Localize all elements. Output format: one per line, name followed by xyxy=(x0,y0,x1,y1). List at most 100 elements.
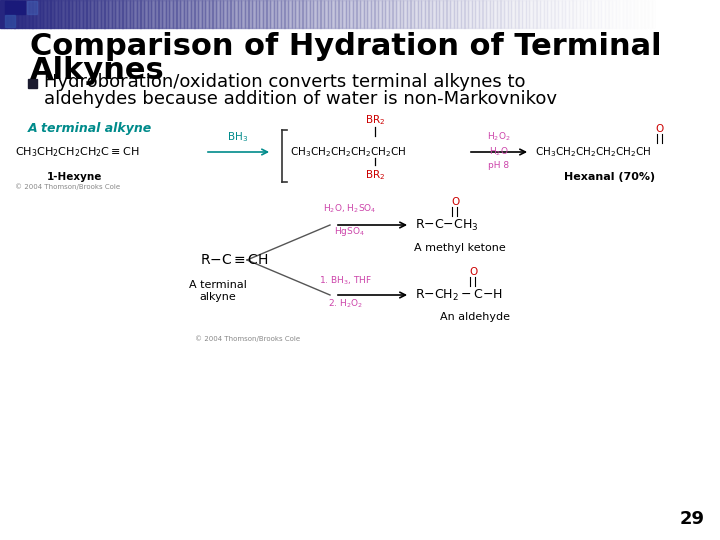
Bar xyxy=(562,0,565,28)
Bar xyxy=(680,0,684,28)
Text: CH$_3$CH$_2$CH$_2$CH$_2$C$\equiv$CH: CH$_3$CH$_2$CH$_2$CH$_2$C$\equiv$CH xyxy=(15,145,140,159)
Bar xyxy=(169,0,173,28)
Bar xyxy=(248,0,252,28)
Bar xyxy=(313,0,317,28)
Bar xyxy=(133,0,137,28)
Text: BR$_2$: BR$_2$ xyxy=(365,168,385,182)
Bar xyxy=(540,0,544,28)
Bar xyxy=(27,1,37,14)
Bar xyxy=(576,0,580,28)
Bar xyxy=(558,0,562,28)
Bar xyxy=(637,0,641,28)
Bar xyxy=(698,0,702,28)
Text: A terminal alkyne: A terminal alkyne xyxy=(28,122,152,135)
Text: H$_2$O: H$_2$O xyxy=(489,146,509,158)
Bar xyxy=(457,0,461,28)
Bar xyxy=(43,0,47,28)
Bar xyxy=(385,0,389,28)
Text: An aldehyde: An aldehyde xyxy=(440,312,510,322)
Bar xyxy=(378,0,382,28)
Bar xyxy=(36,0,40,28)
Bar xyxy=(518,0,522,28)
Bar xyxy=(263,0,266,28)
Bar xyxy=(104,0,108,28)
Bar xyxy=(270,0,274,28)
Bar xyxy=(389,0,392,28)
Bar xyxy=(659,0,662,28)
Bar xyxy=(623,0,626,28)
Bar xyxy=(446,0,450,28)
Bar xyxy=(374,0,378,28)
Bar xyxy=(396,0,400,28)
Bar xyxy=(137,0,140,28)
Bar xyxy=(356,0,360,28)
Bar xyxy=(335,0,338,28)
Bar xyxy=(418,0,421,28)
Bar xyxy=(648,0,652,28)
Bar xyxy=(266,0,270,28)
Bar xyxy=(108,0,112,28)
Bar xyxy=(328,0,331,28)
Bar xyxy=(670,0,673,28)
Bar xyxy=(421,0,425,28)
Bar xyxy=(554,0,558,28)
Bar xyxy=(508,0,511,28)
Bar xyxy=(713,0,716,28)
Text: © 2004 Thomson/Brooks Cole: © 2004 Thomson/Brooks Cole xyxy=(15,183,120,190)
Bar xyxy=(443,0,446,28)
Bar xyxy=(716,0,720,28)
Bar xyxy=(605,0,608,28)
Bar xyxy=(353,0,356,28)
Bar xyxy=(310,0,313,28)
Bar xyxy=(230,0,234,28)
Bar xyxy=(259,0,263,28)
Bar xyxy=(619,0,623,28)
Bar xyxy=(598,0,601,28)
Bar xyxy=(346,0,349,28)
Text: 1-Hexyne: 1-Hexyne xyxy=(48,172,103,182)
Text: 2. H$_2$O$_2$: 2. H$_2$O$_2$ xyxy=(328,297,364,309)
Bar xyxy=(317,0,320,28)
Bar xyxy=(119,0,122,28)
Bar xyxy=(436,0,439,28)
Bar xyxy=(482,0,486,28)
Bar xyxy=(223,0,227,28)
Bar xyxy=(238,0,241,28)
Bar xyxy=(281,0,284,28)
Bar xyxy=(673,0,677,28)
Bar xyxy=(162,0,166,28)
Bar xyxy=(601,0,605,28)
Text: H$_2$O, H$_2$SO$_4$: H$_2$O, H$_2$SO$_4$ xyxy=(323,202,377,215)
Bar xyxy=(565,0,569,28)
Bar xyxy=(220,0,223,28)
Bar xyxy=(58,0,61,28)
Bar xyxy=(479,0,482,28)
Bar xyxy=(32,0,36,28)
Bar xyxy=(79,0,83,28)
Bar xyxy=(86,0,90,28)
Bar xyxy=(590,0,594,28)
Text: HgSO$_4$: HgSO$_4$ xyxy=(335,225,366,238)
Bar xyxy=(522,0,526,28)
Bar xyxy=(28,79,37,88)
Text: R$-$C$-$CH$_3$: R$-$C$-$CH$_3$ xyxy=(415,218,479,233)
Bar xyxy=(252,0,256,28)
Bar xyxy=(655,0,659,28)
Bar xyxy=(4,0,7,28)
Bar xyxy=(360,0,364,28)
Bar xyxy=(76,0,79,28)
Text: Hydroboration/oxidation converts terminal alkynes to: Hydroboration/oxidation converts termina… xyxy=(44,73,526,91)
Bar xyxy=(11,0,14,28)
Bar xyxy=(342,0,346,28)
Bar xyxy=(371,0,374,28)
Bar xyxy=(608,0,612,28)
Bar xyxy=(101,0,104,28)
Bar xyxy=(400,0,403,28)
Bar xyxy=(256,0,259,28)
Text: pH 8: pH 8 xyxy=(488,161,510,170)
Bar xyxy=(324,0,328,28)
Bar xyxy=(0,0,4,28)
Bar xyxy=(569,0,572,28)
Bar xyxy=(40,0,43,28)
Bar xyxy=(432,0,436,28)
